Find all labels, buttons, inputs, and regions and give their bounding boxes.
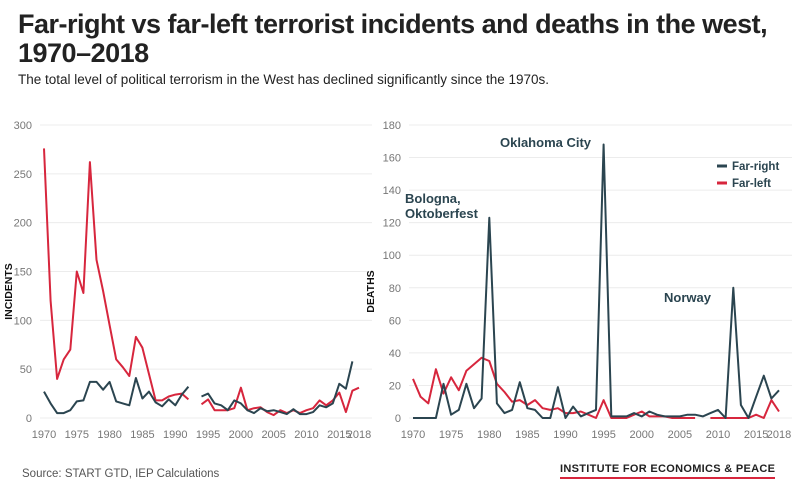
y-tick-label: 160 — [383, 153, 401, 165]
x-tick-label: 1985 — [515, 429, 539, 441]
brand-logo: INSTITUTE FOR ECONOMICS & PEACE — [560, 463, 776, 479]
y-tick-label: 40 — [389, 348, 401, 360]
y-tick-label: 120 — [383, 218, 401, 230]
x-tick-label: 2015 — [744, 429, 768, 441]
chart-title: Far-right vs far-left terrorist incident… — [18, 9, 768, 68]
annotation-oktoberfest: Oktoberfest — [405, 206, 479, 221]
x-tick-label: 1975 — [65, 429, 89, 441]
x-tick-label: 1970 — [401, 429, 425, 441]
y-tick-label: 180 — [383, 120, 401, 132]
legend-label: Far-right — [732, 161, 779, 173]
series-line-far-right — [43, 361, 354, 416]
x-tick-label: 1995 — [591, 429, 615, 441]
x-tick-label: 1990 — [553, 429, 577, 441]
y-tick-label: 150 — [14, 267, 32, 279]
y-tick-label: 250 — [14, 169, 32, 181]
x-tick-label: 1980 — [477, 429, 501, 441]
x-tick-label: 1975 — [439, 429, 463, 441]
y-tick-label: 20 — [389, 380, 401, 392]
annotation-oklahoma-city: Oklahoma City — [500, 135, 592, 150]
incidents-chart: 0 50 100 150 200 250 300 1970 1975 1980 1985 1990 19… — [3, 120, 372, 441]
y-axis-label: INCIDENTS — [3, 263, 15, 320]
y-tick-label: 140 — [383, 185, 401, 197]
series-line-far-left — [412, 356, 780, 419]
deaths-chart: 0 20 40 60 80 100 120 140 160 180 1970 1975 1980 1985… — [365, 120, 792, 441]
y-tick-label: 80 — [389, 283, 401, 295]
annotation-bologna: Bologna, — [405, 191, 461, 206]
y-tick-label: 200 — [14, 218, 32, 230]
chart-subtitle: The total level of political terrorism i… — [18, 72, 550, 87]
annotation-norway: Norway — [664, 290, 712, 305]
y-tick-label: 50 — [20, 364, 32, 376]
legend-label: Far-left — [732, 178, 771, 190]
y-tick-label: 60 — [389, 315, 401, 327]
x-tick-label: 1990 — [163, 429, 187, 441]
x-tick-label: 2010 — [294, 429, 318, 441]
x-tick-label: 2018 — [767, 429, 791, 441]
x-tick-label: 2000 — [630, 429, 654, 441]
y-axis-label: DEATHS — [365, 270, 377, 312]
x-tick-label: 2010 — [706, 429, 730, 441]
source-note: Source: START GTD, IEP Calculations — [22, 468, 220, 480]
x-tick-label: 2015 — [327, 429, 351, 441]
y-tick-label: 100 — [383, 250, 401, 262]
y-tick-label: 100 — [14, 315, 32, 327]
x-tick-label: 1995 — [196, 429, 220, 441]
y-tick-label: 300 — [14, 120, 32, 132]
x-tick-label: 1980 — [97, 429, 121, 441]
x-tick-label: 2018 — [347, 429, 371, 441]
y-tick-label: 0 — [395, 413, 401, 425]
x-tick-label: 1985 — [130, 429, 154, 441]
x-tick-label: 2005 — [668, 429, 692, 441]
x-tick-label: 1970 — [32, 429, 56, 441]
x-tick-label: 2005 — [261, 429, 285, 441]
series-line-far-left — [43, 148, 360, 417]
series-line-far-right — [413, 143, 780, 419]
x-tick-label: 2000 — [229, 429, 253, 441]
y-tick-label: 0 — [26, 413, 32, 425]
